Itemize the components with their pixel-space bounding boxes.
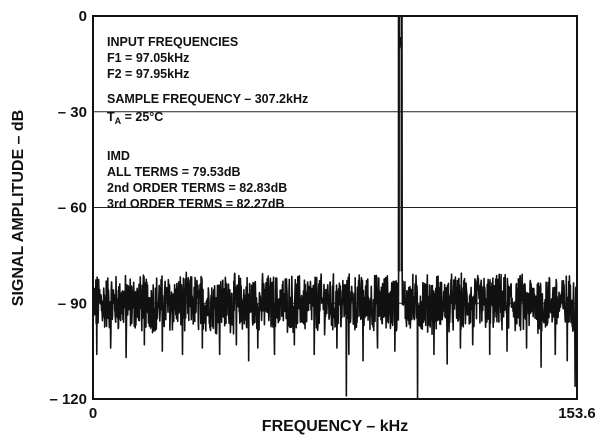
- anno-third-order: 3rd ORDER TERMS = 82.27dB: [107, 197, 284, 211]
- x-axis-title: FREQUENCY – kHz: [262, 418, 408, 435]
- x-tick-labels: 0 153.6: [89, 405, 596, 422]
- annotation-block: INPUT FREQUENCIES F1 = 97.05kHz F2 = 97.…: [107, 35, 308, 211]
- y-tick-label-1: – 30: [58, 104, 87, 121]
- y-tick-label-3: – 90: [58, 295, 87, 312]
- anno-sample-frequency: SAMPLE FREQUENCY – 307.2kHz: [107, 92, 308, 106]
- y-axis-title: SIGNAL AMPLITUDE – dB: [10, 110, 27, 306]
- series-group: [92, 15, 578, 400]
- anno-temp-suffix: = 25°C: [121, 110, 163, 124]
- y-tick-label-2: – 60: [58, 200, 87, 217]
- anno-temp-subscript: A: [115, 116, 122, 126]
- anno-temperature: TA = 25°C: [107, 110, 163, 126]
- anno-second-order: 2nd ORDER TERMS = 82.83dB: [107, 181, 287, 195]
- x-tick-label-0: 0: [89, 405, 97, 422]
- spectrum-trace: [92, 15, 578, 400]
- anno-f2: F2 = 97.95kHz: [107, 67, 189, 81]
- anno-all-terms: ALL TERMS = 79.53dB: [107, 165, 240, 179]
- y-tick-label-4: – 120: [49, 391, 87, 408]
- anno-input-header: INPUT FREQUENCIES: [107, 35, 238, 49]
- x-tick-label-1: 153.6: [558, 405, 596, 422]
- y-tick-labels: 0 – 30 – 60 – 90 – 120: [49, 8, 87, 408]
- y-tick-label-0: 0: [79, 8, 87, 25]
- anno-temp-prefix: T: [107, 110, 115, 124]
- anno-imd-header: IMD: [107, 149, 130, 163]
- anno-f1: F1 = 97.05kHz: [107, 51, 189, 65]
